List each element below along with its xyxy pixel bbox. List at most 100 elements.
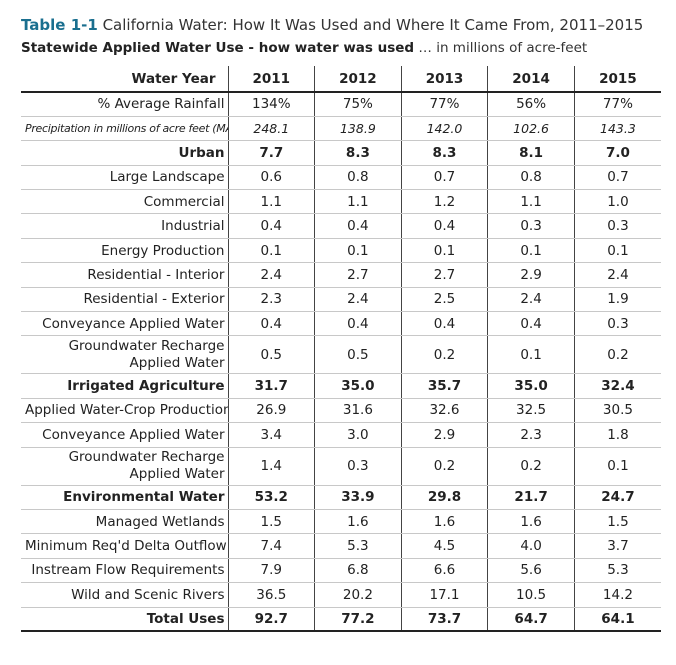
header-year: 2011 [228, 66, 316, 93]
value-cell: 8.3 [314, 140, 402, 166]
row-label: Commercial [21, 189, 229, 215]
value-cell: 2.4 [574, 262, 661, 288]
value-cell: 7.9 [228, 558, 316, 584]
table-row: Conveyance Applied Water 0.4 0.4 0.4 0.4 0.3 [21, 311, 661, 337]
value-cell: 21.7 [487, 484, 575, 510]
value-cell: 0.4 [487, 311, 575, 337]
value-cell: 3.7 [574, 533, 661, 559]
value-cell: 0.7 [574, 165, 661, 191]
value-cell: 64.1 [574, 606, 661, 633]
value-cell: 35.0 [314, 373, 402, 399]
header-row: Water Year 2011 2012 2013 2014 2015 [21, 66, 661, 93]
value-cell: 0.8 [314, 165, 402, 191]
value-cell: 0.4 [401, 213, 489, 239]
table-body: % Average Rainfall 134% 75% 77% 56% 77% Precip… [21, 92, 661, 633]
table-row: Minimum Req'd Delta Outflow 7.4 5.3 4.5 4.0 3… [21, 533, 661, 559]
value-cell: 1.5 [228, 509, 316, 535]
value-cell: 0.2 [487, 447, 575, 486]
value-cell: 1.2 [401, 189, 489, 215]
header-label: Water Year [21, 66, 229, 93]
value-cell: 2.9 [401, 422, 489, 448]
value-cell: 1.9 [574, 287, 661, 313]
value-cell: 2.4 [314, 287, 402, 313]
subtitle-bold: Statewide Applied Water Use - how water … [21, 40, 415, 56]
value-cell: 0.1 [574, 238, 661, 264]
value-cell: 3.0 [314, 422, 402, 448]
value-cell: 1.4 [228, 447, 316, 486]
row-label: Large Landscape [21, 165, 229, 191]
value-cell: 0.1 [574, 447, 661, 486]
value-cell: 1.6 [314, 509, 402, 535]
value-cell: 32.4 [574, 373, 661, 399]
value-cell: 77.2 [314, 606, 402, 633]
value-cell: 5.6 [487, 558, 575, 584]
table-row: Groundwater Recharge Applied Water 0.5 0.5… [21, 335, 661, 375]
value-cell: 0.4 [401, 311, 489, 337]
value-cell: 0.5 [228, 335, 316, 375]
value-cell: 77% [401, 92, 489, 117]
value-cell: 2.4 [228, 262, 316, 288]
value-cell: 0.8 [487, 165, 575, 191]
value-cell: 0.3 [574, 213, 661, 239]
row-label: Total Uses [21, 606, 229, 633]
value-cell: 35.0 [487, 373, 575, 399]
value-cell: 29.8 [401, 484, 489, 510]
value-cell: 134% [228, 92, 316, 117]
table-row: Commercial 1.1 1.1 1.2 1.1 1.0 [21, 189, 661, 215]
value-cell: 56% [487, 92, 575, 117]
water-use-table: Water Year 2011 2012 2013 2014 2015 % Av… [21, 66, 661, 633]
value-cell: 1.1 [487, 189, 575, 215]
table-subtitle: Statewide Applied Water Use - how water … [21, 38, 661, 62]
value-cell: 0.3 [487, 213, 575, 239]
row-label: Minimum Req'd Delta Outflow [21, 533, 229, 559]
subtitle-rest: … in millions of acre-feet [414, 40, 588, 56]
row-label: Industrial [21, 213, 229, 239]
value-cell: 5.3 [574, 558, 661, 584]
table-row: Instream Flow Requirements 7.9 6.8 6.6 5.6 5.… [21, 558, 661, 584]
value-cell: 0.4 [314, 311, 402, 337]
value-cell: 31.7 [228, 373, 316, 399]
table-row: Wild and Scenic Rivers 36.5 20.2 17.1 10.5 14… [21, 582, 661, 608]
value-cell: 3.4 [228, 422, 316, 448]
row-label: Irrigated Agriculture [21, 373, 229, 399]
value-cell: 6.8 [314, 558, 402, 584]
value-cell: 6.6 [401, 558, 489, 584]
value-cell: 17.1 [401, 582, 489, 608]
row-label: Urban [21, 140, 229, 166]
value-cell: 36.5 [228, 582, 316, 608]
table-row: Managed Wetlands 1.5 1.6 1.6 1.6 1.5 [21, 509, 661, 535]
value-cell: 143.3 [574, 116, 661, 142]
header-year: 2014 [487, 66, 575, 93]
table-row: Groundwater Recharge Applied Water 1.4 0.3… [21, 447, 661, 486]
table-row: Large Landscape 0.6 0.8 0.7 0.8 0.7 [21, 165, 661, 191]
value-cell: 0.1 [487, 238, 575, 264]
value-cell: 0.3 [574, 311, 661, 337]
row-label: Conveyance Applied Water [21, 422, 229, 448]
table-row: Residential - Exterior 2.3 2.4 2.5 2.4 1.9 [21, 287, 661, 313]
row-label: Energy Production [21, 238, 229, 264]
value-cell: 2.9 [487, 262, 575, 288]
row-label: Applied Water-Crop Production [21, 398, 229, 424]
value-cell: 2.7 [314, 262, 402, 288]
row-label: Residential - Interior [21, 262, 229, 288]
value-cell: 2.5 [401, 287, 489, 313]
table-row: Industrial 0.4 0.4 0.4 0.3 0.3 [21, 213, 661, 239]
value-cell: 4.5 [401, 533, 489, 559]
value-cell: 0.4 [228, 213, 316, 239]
row-label: Environmental Water [21, 484, 229, 510]
table-row: Energy Production 0.1 0.1 0.1 0.1 0.1 [21, 238, 661, 264]
row-label: Conveyance Applied Water [21, 311, 229, 337]
value-cell: 1.6 [487, 509, 575, 535]
value-cell: 0.1 [401, 238, 489, 264]
value-cell: 248.1 [228, 116, 316, 142]
value-cell: 0.2 [401, 447, 489, 486]
value-cell: 26.9 [228, 398, 316, 424]
value-cell: 5.3 [314, 533, 402, 559]
value-cell: 1.1 [228, 189, 316, 215]
value-cell: 0.1 [487, 335, 575, 375]
value-cell: 138.9 [314, 116, 402, 142]
header-year: 2012 [314, 66, 402, 93]
value-cell: 0.6 [228, 165, 316, 191]
value-cell: 0.5 [314, 335, 402, 375]
table-row: Precipitation in millions of acre feet (… [21, 116, 661, 142]
